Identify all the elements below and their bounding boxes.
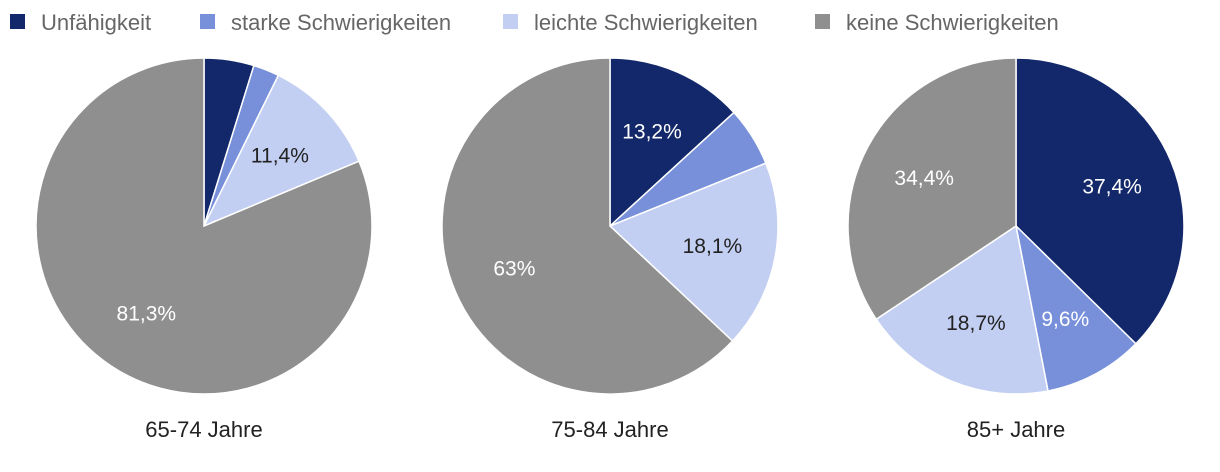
legend-label-leichte-schwierigkeiten: leichte Schwierigkeiten xyxy=(534,10,758,35)
slice-keine-schwierigkeiten xyxy=(441,57,734,395)
slice-label-leichte-schwierigkeiten: 11,4% xyxy=(251,145,309,168)
legend-label-unfaehigkeit: Unfähigkeit xyxy=(41,10,151,35)
slice-label-keine-schwierigkeiten: 81,3% xyxy=(117,303,177,326)
legend: Unfähigkeit starke Schwierigkeiten leichte… xyxy=(10,10,1059,35)
slice-label-leichte-schwierigkeiten: 18,1% xyxy=(683,235,743,258)
slice-leichte-schwierigkeiten xyxy=(608,162,779,343)
pie-title: 85+ Jahre xyxy=(967,417,1065,442)
legend-swatch-starke-schwierigkeiten xyxy=(200,14,215,29)
legend-item-starke-schwierigkeiten: starke Schwierigkeiten xyxy=(200,10,451,35)
pie-65-74-jahre: 11,4% 81,3% 65-74 Jahre xyxy=(35,57,373,442)
slice-starke-schwierigkeiten xyxy=(1014,223,1137,392)
slice-label-starke-schwierigkeiten: 9,6% xyxy=(1041,308,1089,331)
slice-leichte-schwierigkeiten xyxy=(202,74,360,228)
pie-title: 75-84 Jahre xyxy=(551,417,668,442)
slice-unfaehigkeit xyxy=(609,57,735,228)
legend-swatch-unfaehigkeit xyxy=(10,14,25,29)
pie-75-84-jahre: 13,2% 18,1% 63% 75-84 Jahre xyxy=(441,57,779,442)
legend-item-leichte-schwierigkeiten: leichte Schwierigkeiten xyxy=(503,10,758,35)
slice-keine-schwierigkeiten xyxy=(847,57,1017,321)
legend-swatch-keine-schwierigkeiten xyxy=(815,14,830,29)
legend-item-keine-schwierigkeiten: keine Schwierigkeiten xyxy=(815,10,1059,35)
pie-85-jahre: 37,4% 9,6% 18,7% 34,4% 85+ Jahre xyxy=(847,57,1185,442)
slice-label-keine-schwierigkeiten: 63% xyxy=(493,257,535,280)
pies: 11,4% 81,3% 65-74 Jahre 13,2% 18,1% 63% 75-84 … xyxy=(35,57,1185,442)
legend-label-keine-schwierigkeiten: keine Schwierigkeiten xyxy=(846,10,1059,35)
legend-swatch-leichte-schwierigkeiten xyxy=(503,14,518,29)
slice-keine-schwierigkeiten xyxy=(35,57,373,395)
legend-label-starke-schwierigkeiten: starke Schwierigkeiten xyxy=(231,10,451,35)
slice-label-leichte-schwierigkeiten: 18,7% xyxy=(946,312,1006,335)
legend-item-unfaehigkeit: Unfähigkeit xyxy=(10,10,151,35)
slice-unfaehigkeit xyxy=(1015,57,1185,345)
slice-leichte-schwierigkeiten xyxy=(875,224,1049,395)
pie-title: 65-74 Jahre xyxy=(145,417,262,442)
slice-label-unfaehigkeit: 13,2% xyxy=(622,121,682,144)
slice-label-unfaehigkeit: 37,4% xyxy=(1082,176,1142,199)
slice-label-keine-schwierigkeiten: 34,4% xyxy=(894,167,954,190)
